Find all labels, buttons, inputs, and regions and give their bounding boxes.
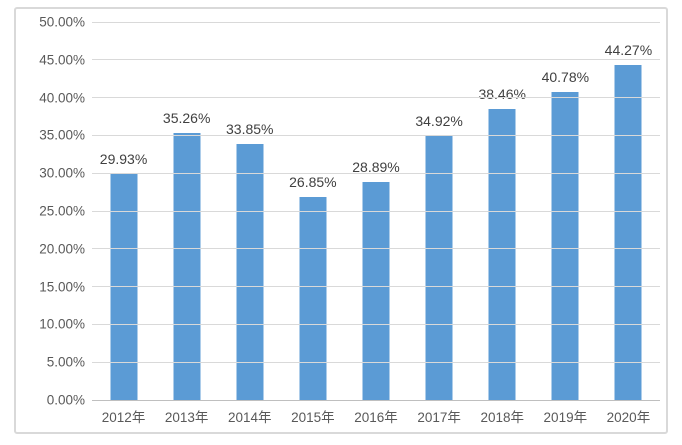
bar-value-label: 29.93% [99, 150, 148, 167]
gridline [92, 97, 660, 99]
gridline [92, 21, 660, 23]
bar [488, 109, 516, 400]
bar [236, 144, 264, 400]
x-tick-label: 2015年 [291, 410, 335, 425]
x-tick-label: 2014年 [228, 410, 272, 425]
bar-slot: 34.92% [408, 22, 471, 400]
y-tick-label: 5.00% [46, 354, 85, 370]
y-tick-label: 40.00% [39, 90, 85, 106]
bar-value-label: 26.85% [289, 174, 337, 191]
plot-area: 29.93% 35.26% 33.85% 26.85% 28.89% 34.92% 38.4… [92, 21, 660, 401]
bar-slot: 33.85% [218, 22, 281, 400]
bar-value-label: 35.26% [162, 110, 211, 127]
gridline [92, 361, 660, 363]
x-tick-label: 2020年 [606, 410, 651, 425]
gridline [92, 248, 660, 250]
bar-value-label: 28.89% [352, 158, 400, 175]
y-tick-label: 25.00% [39, 203, 85, 219]
gridline [92, 286, 660, 288]
y-tick-label: 0.00% [46, 392, 85, 408]
bar-slot: 28.89% [344, 22, 407, 400]
bar [614, 65, 642, 400]
bar-value-label: 40.78% [541, 68, 590, 85]
x-tick-label: 2017年 [417, 410, 461, 425]
bar-value-label: 38.46% [478, 86, 526, 103]
x-tick-label: 2019年 [543, 410, 588, 425]
bar-slot: 40.78% [534, 22, 597, 400]
x-tick-label: 2018年 [480, 410, 524, 425]
bar-value-label: 33.85% [226, 121, 274, 138]
bar-slot: 35.26% [155, 22, 218, 400]
bar-slot: 26.85% [281, 22, 344, 400]
bar [299, 197, 327, 400]
gridline [92, 323, 660, 325]
bar-value-label: 34.92% [415, 113, 463, 130]
gridline [92, 172, 660, 174]
x-tick-label: 2013年 [164, 410, 209, 425]
y-tick-label: 30.00% [39, 165, 85, 181]
bar-slot: 38.46% [471, 22, 534, 400]
bar-value-label: 44.27% [604, 42, 653, 59]
y-tick-label: 15.00% [39, 279, 85, 295]
x-tick-label: 2012年 [101, 410, 146, 425]
x-tick-label: 2016年 [354, 410, 398, 425]
y-tick-label: 35.00% [39, 127, 85, 143]
bar-slot: 44.27% [597, 22, 660, 400]
gridline [92, 59, 660, 61]
x-axis-line [92, 399, 660, 401]
bar [362, 181, 390, 400]
x-axis: 2012年 2013年 2014年 2015年 2016年 2017年 2018年 2019年… [92, 403, 660, 427]
gridline [92, 134, 660, 136]
bar [425, 136, 453, 400]
bar [551, 91, 579, 400]
y-tick-label: 45.00% [39, 52, 85, 68]
y-tick-label: 20.00% [39, 241, 85, 257]
y-tick-label: 50.00% [39, 14, 85, 30]
y-tick-label: 10.00% [39, 316, 85, 332]
bar [173, 133, 201, 400]
gridline [92, 210, 660, 212]
y-axis: 50.00% 45.00% 40.00% 35.00% 30.00% 25.00% 20.0… [0, 15, 85, 408]
